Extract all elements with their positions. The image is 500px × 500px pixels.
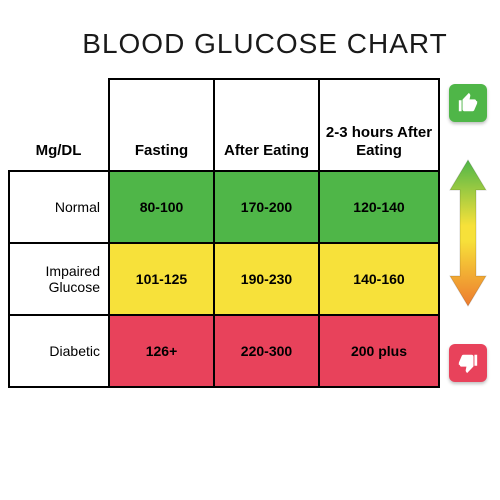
table-row: Impaired Glucose 101-125 190-230 140-160	[9, 243, 439, 315]
header-unit: Mg/DL	[9, 79, 108, 170]
double-arrow-icon	[446, 158, 490, 308]
cell: 120-140	[319, 171, 439, 243]
thumbs-up-badge	[449, 84, 487, 122]
row-label: Diabetic	[9, 315, 109, 387]
thumbs-down-icon	[457, 352, 479, 374]
thumbs-down-badge	[449, 344, 487, 382]
header-col: After Eating	[214, 79, 319, 171]
header-col: 2-3 hours After Eating	[319, 79, 439, 171]
thumbs-up-icon	[457, 92, 479, 114]
row-label: Normal	[9, 171, 109, 243]
page-title: BLOOD GLUCOSE CHART	[0, 0, 500, 78]
table-row: Diabetic 126+ 220-300 200 plus	[9, 315, 439, 387]
cell: 190-230	[214, 243, 319, 315]
header-blank: Mg/DL	[9, 79, 109, 171]
table-row: Normal 80-100 170-200 120-140	[9, 171, 439, 243]
indicator-sidebar	[440, 78, 492, 388]
table-header-row: Mg/DL Fasting After Eating 2-3 hours Aft…	[9, 79, 439, 171]
col-label: 2-3 hours After Eating	[320, 80, 438, 170]
cell: 140-160	[319, 243, 439, 315]
col-label: Fasting	[110, 80, 213, 170]
content-wrap: Mg/DL Fasting After Eating 2-3 hours Aft…	[0, 78, 500, 388]
row-label: Impaired Glucose	[9, 243, 109, 315]
cell: 170-200	[214, 171, 319, 243]
cell: 126+	[109, 315, 214, 387]
glucose-table: Mg/DL Fasting After Eating 2-3 hours Aft…	[8, 78, 440, 388]
cell: 101-125	[109, 243, 214, 315]
col-label: After Eating	[215, 80, 318, 170]
cell: 80-100	[109, 171, 214, 243]
cell: 220-300	[214, 315, 319, 387]
header-col: Fasting	[109, 79, 214, 171]
cell: 200 plus	[319, 315, 439, 387]
gradient-arrow	[446, 122, 490, 344]
